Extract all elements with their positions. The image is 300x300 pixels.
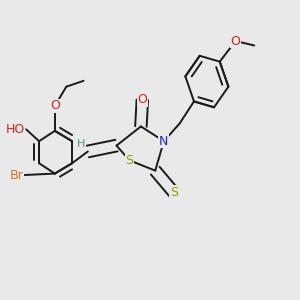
Text: Br: Br <box>10 169 23 182</box>
Text: O: O <box>231 34 241 48</box>
Text: HO: HO <box>5 123 25 136</box>
Text: S: S <box>170 186 178 199</box>
Text: O: O <box>50 99 60 112</box>
Text: N: N <box>159 135 169 148</box>
Text: S: S <box>125 154 134 167</box>
Text: O: O <box>137 93 147 106</box>
Text: H: H <box>76 139 85 149</box>
